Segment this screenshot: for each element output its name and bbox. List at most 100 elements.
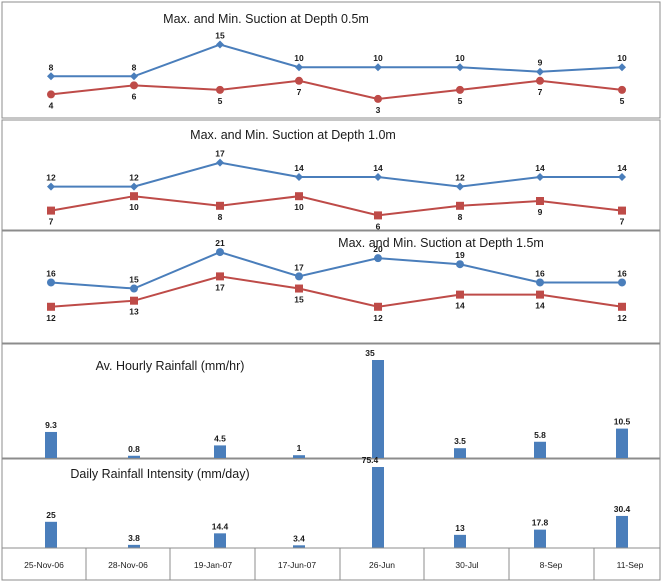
data-point: [456, 290, 464, 299]
data-point: [374, 302, 382, 311]
data-point: [536, 290, 544, 299]
data-label: 10: [294, 202, 304, 212]
data-label: 5: [620, 96, 625, 106]
bar: [372, 467, 384, 549]
data-label: 12: [617, 313, 627, 323]
data-label: 6: [132, 91, 137, 101]
data-label: 7: [49, 217, 54, 227]
data-point: [216, 40, 224, 49]
data-point: [130, 72, 138, 81]
data-label: 21: [215, 238, 225, 248]
suction-1.5m-panel: Max. and Min. Suction at Depth 1.5m 16 15 2…: [1, 230, 661, 344]
data-point: [216, 158, 224, 167]
data-point: [295, 76, 303, 85]
data-point: [536, 67, 544, 76]
data-point: [47, 90, 55, 99]
data-label: 17.8: [532, 518, 549, 528]
bar: [534, 529, 546, 549]
data-point: [456, 85, 464, 94]
data-label: 12: [455, 173, 465, 183]
data-point: [536, 173, 544, 181]
data-label: 15: [129, 275, 139, 285]
data-label: 9.3: [45, 420, 57, 430]
x-tick-label: 17-Jun-07: [278, 560, 317, 570]
panel-frame: [1, 119, 661, 231]
data-point: [536, 278, 544, 287]
bar: [454, 534, 466, 549]
panel-frame: [1, 458, 661, 549]
hourly-rainfall-panel: Av. Hourly Rainfall (mm/hr) 9.3 0.8 4.5 1 35 3…: [1, 343, 661, 459]
data-label: 0.8: [128, 444, 140, 454]
data-point: [130, 284, 138, 293]
data-label: 13: [129, 307, 139, 317]
data-label: 75.4: [362, 455, 379, 465]
data-label: 17: [215, 282, 225, 292]
data-point: [295, 63, 303, 72]
data-label: 14: [294, 163, 304, 173]
data-label: 5: [458, 96, 463, 106]
panel-frame: [1, 1, 661, 119]
data-point: [618, 63, 626, 72]
data-label: 16: [535, 268, 545, 278]
data-point: [456, 182, 464, 191]
data-point: [216, 272, 224, 281]
data-label: 16: [617, 268, 627, 278]
data-label: 15: [215, 31, 225, 41]
data-label: 4.5: [214, 433, 226, 443]
data-point: [216, 201, 224, 210]
suction-1.0m-panel: Max. and Min. Suction at Depth 1.0m 12 12 1…: [1, 119, 661, 231]
bar: [293, 455, 305, 458]
data-label: 12: [129, 173, 139, 183]
data-label: 8: [49, 62, 54, 72]
x-tick-label: 11-Sep: [617, 560, 644, 570]
x-tick-label: 26-Jun: [369, 560, 395, 570]
max-suction-line: [51, 161, 622, 188]
data-label: 14.4: [212, 521, 229, 531]
min-suction-line: [50, 79, 623, 100]
bar: [454, 448, 466, 458]
data-point: [374, 94, 382, 103]
data-label: 10: [294, 53, 304, 63]
data-label: 9: [538, 58, 543, 68]
data-point: [456, 260, 464, 269]
data-point: [374, 254, 382, 263]
data-point: [456, 201, 464, 210]
panel-frame: [1, 343, 661, 459]
data-label: 13: [455, 523, 465, 533]
bar: [128, 544, 140, 549]
data-point: [47, 278, 55, 287]
data-label: 14: [455, 301, 465, 311]
data-label: 25: [46, 510, 56, 520]
chart-title: Max. and Min. Suction at Depth 0.5m: [163, 12, 369, 26]
data-label: 9: [538, 207, 543, 217]
data-point: [47, 302, 55, 311]
bar: [45, 431, 57, 458]
data-label: 30.4: [614, 504, 631, 514]
data-label: 6: [376, 221, 381, 231]
data-label: 7: [620, 217, 625, 227]
data-label: 12: [46, 173, 56, 183]
data-label: 7: [538, 87, 543, 97]
data-label: 12: [373, 313, 383, 323]
min-suction-line: [50, 195, 623, 217]
data-point: [47, 182, 55, 191]
data-point: [295, 272, 303, 281]
data-point: [47, 72, 55, 81]
data-point: [618, 278, 626, 287]
data-label: 10: [129, 202, 139, 212]
data-label: 17: [294, 262, 304, 272]
data-point: [374, 173, 382, 181]
data-label: 8: [458, 212, 463, 222]
bar: [372, 360, 384, 458]
max-suction-line: [51, 43, 623, 78]
max-suction-line: [50, 251, 622, 290]
data-label: 3.4: [293, 533, 305, 543]
data-label: 1: [297, 443, 302, 453]
data-label: 3: [376, 105, 381, 115]
data-label: 5.8: [534, 430, 546, 440]
data-label: 5: [218, 96, 223, 106]
x-tick-label: 28-Nov-06: [108, 560, 148, 570]
data-label: 4: [49, 100, 54, 110]
data-label: 3.5: [454, 436, 466, 446]
